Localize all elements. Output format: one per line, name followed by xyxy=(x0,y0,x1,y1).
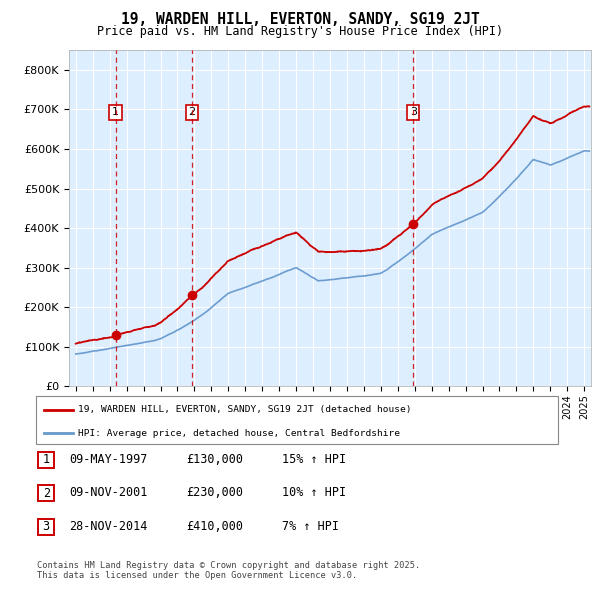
Text: 10% ↑ HPI: 10% ↑ HPI xyxy=(282,486,346,499)
Text: £130,000: £130,000 xyxy=(186,453,243,466)
Text: £230,000: £230,000 xyxy=(186,486,243,499)
Text: 15% ↑ HPI: 15% ↑ HPI xyxy=(282,453,346,466)
Text: 09-NOV-2001: 09-NOV-2001 xyxy=(69,486,148,499)
FancyBboxPatch shape xyxy=(38,485,54,501)
Text: Contains HM Land Registry data © Crown copyright and database right 2025.
This d: Contains HM Land Registry data © Crown c… xyxy=(37,560,421,580)
Text: 2: 2 xyxy=(188,107,196,117)
FancyBboxPatch shape xyxy=(38,452,54,467)
Text: HPI: Average price, detached house, Central Bedfordshire: HPI: Average price, detached house, Cent… xyxy=(78,429,400,438)
Text: 1: 1 xyxy=(43,453,50,466)
Text: 09-MAY-1997: 09-MAY-1997 xyxy=(69,453,148,466)
FancyBboxPatch shape xyxy=(38,519,54,535)
Text: 3: 3 xyxy=(43,520,50,533)
Text: 19, WARDEN HILL, EVERTON, SANDY, SG19 2JT: 19, WARDEN HILL, EVERTON, SANDY, SG19 2J… xyxy=(121,12,479,27)
Text: £410,000: £410,000 xyxy=(186,520,243,533)
Text: 3: 3 xyxy=(410,107,417,117)
Text: 7% ↑ HPI: 7% ↑ HPI xyxy=(282,520,339,533)
Text: Price paid vs. HM Land Registry's House Price Index (HPI): Price paid vs. HM Land Registry's House … xyxy=(97,25,503,38)
FancyBboxPatch shape xyxy=(36,396,558,444)
Text: 2: 2 xyxy=(43,487,50,500)
Text: 28-NOV-2014: 28-NOV-2014 xyxy=(69,520,148,533)
Text: 19, WARDEN HILL, EVERTON, SANDY, SG19 2JT (detached house): 19, WARDEN HILL, EVERTON, SANDY, SG19 2J… xyxy=(78,405,411,414)
Text: 1: 1 xyxy=(112,107,119,117)
